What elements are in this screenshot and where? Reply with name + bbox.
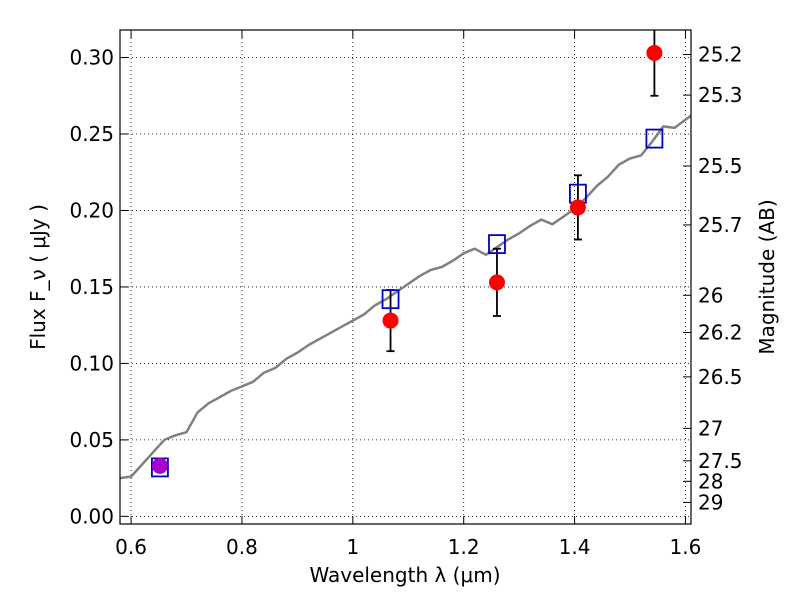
tick-layer: 0.6 0.8 1 1.2 1.4 1.6 0.00 0.05 0.10 0.15 0.20 0.25… [69, 30, 743, 559]
observed-point [569, 199, 586, 216]
plot-frame [119, 29, 692, 525]
spectrum-layer [119, 114, 692, 480]
right-tick-label: 27.5 [698, 449, 743, 473]
right-tick-label: 26.5 [698, 365, 743, 389]
right-tick-label: 28 [698, 469, 723, 493]
observed-point [382, 312, 399, 329]
model-square [645, 128, 664, 149]
plot-area [120, 30, 691, 524]
observed-point [646, 44, 663, 61]
right-tick-label: 25.5 [698, 154, 743, 178]
y-tick-label: 0.00 [69, 504, 114, 528]
x-tick-label: 1.6 [670, 535, 702, 559]
y-tick-label: 0.20 [69, 198, 114, 222]
y-tick-label: 0.05 [69, 428, 114, 452]
right-tick-label: 29 [698, 490, 723, 514]
y-tick-label: 0.10 [69, 351, 114, 375]
points-layer [151, 30, 664, 478]
right-tick-label: 25.7 [698, 213, 743, 237]
right-axis-title: Magnitude (AB) [755, 199, 779, 354]
x-tick-label: 1 [346, 535, 359, 559]
x-tick-label: 1.2 [448, 535, 480, 559]
right-tick-label: 25.3 [698, 83, 743, 107]
y-tick-label: 0.30 [69, 46, 114, 70]
spectrum-line [119, 114, 692, 480]
observed-point [488, 274, 505, 291]
model-square [381, 289, 400, 310]
y-axis-title: Flux F_ν ( μJy ) [26, 204, 50, 350]
right-tick-label: 25.2 [698, 42, 743, 66]
x-tick-label: 0.6 [115, 535, 147, 559]
x-tick-label: 0.8 [226, 535, 258, 559]
right-tick-label: 26 [698, 283, 723, 307]
x-tick-label: 1.4 [559, 535, 591, 559]
x-axis-title: Wavelength λ (μm) [309, 563, 500, 587]
y-tick-label: 0.25 [69, 122, 114, 146]
y-tick-label: 0.15 [69, 275, 114, 299]
right-tick-label: 26.2 [698, 320, 743, 344]
right-tick-label: 27 [698, 416, 723, 440]
observed-point [151, 457, 168, 474]
model-square [488, 234, 506, 255]
